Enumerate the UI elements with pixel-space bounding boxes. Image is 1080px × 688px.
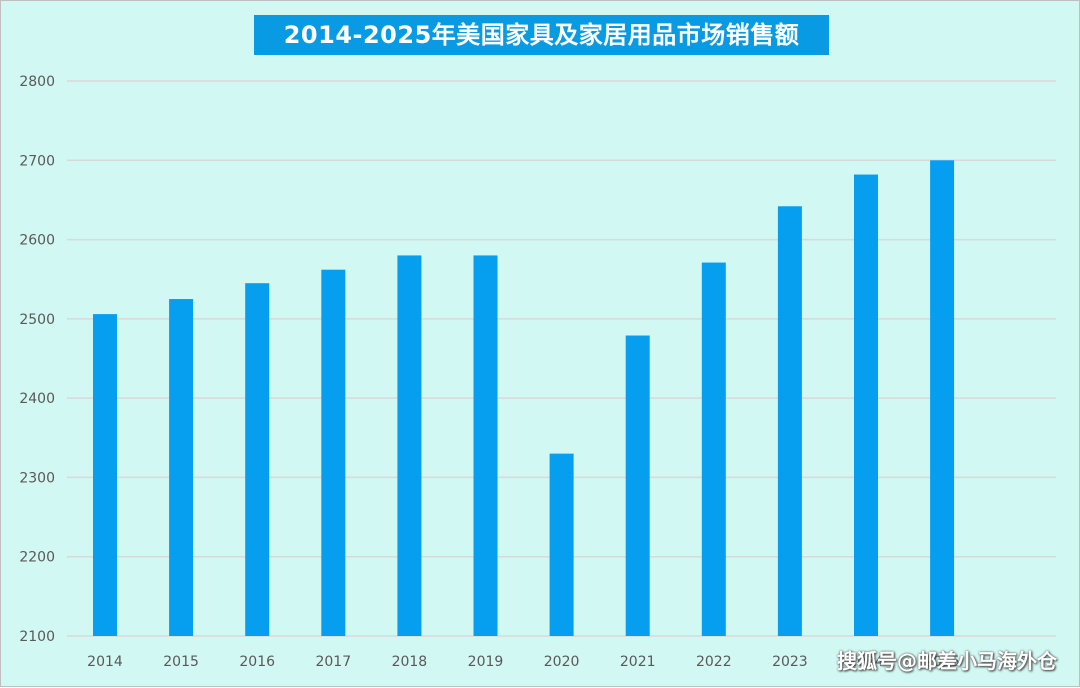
bar-2023: [777, 206, 802, 636]
bar-2022: [701, 262, 726, 636]
x-tick-label: 2014: [87, 654, 123, 670]
x-tick-label: 2019: [468, 654, 504, 670]
y-tick-label: 2400: [19, 391, 55, 407]
watermark-text: 搜狐号@邮差小马海外仓: [837, 649, 1057, 673]
bar-2021: [625, 335, 650, 636]
y-tick-label: 2200: [19, 550, 55, 566]
y-tick-label: 2100: [19, 629, 55, 645]
y-tick-label: 2300: [19, 470, 55, 486]
chart-title: 2014-2025年美国家具及家居用品市场销售额: [254, 15, 829, 55]
y-tick-label: 2600: [19, 233, 55, 249]
x-tick-label: 2021: [620, 654, 656, 670]
bar-2015: [169, 299, 194, 636]
x-tick-label: 2024: [848, 654, 884, 670]
bar-2024: [854, 174, 878, 637]
x-tick-label: 2020: [544, 654, 580, 670]
y-tick-label: 2800: [19, 74, 55, 90]
bar-2017: [321, 269, 346, 636]
x-tick-label: 2025: [924, 654, 960, 670]
bar-2018: [397, 255, 422, 636]
bar-2016: [245, 283, 270, 636]
x-tick-label: 2023: [772, 654, 808, 670]
y-tick-label: 2500: [19, 312, 55, 328]
bar-2014: [93, 314, 117, 636]
x-tick-label: 2016: [239, 654, 275, 670]
bar-2025: [930, 160, 955, 637]
bar-2019: [473, 255, 498, 636]
x-tick-label: 2022: [696, 654, 732, 670]
x-tick-label: 2015: [163, 654, 199, 670]
x-tick-label: 2018: [392, 654, 428, 670]
bar-2020: [549, 453, 574, 636]
x-tick-label: 2017: [315, 654, 351, 670]
y-tick-label: 2700: [19, 153, 55, 169]
